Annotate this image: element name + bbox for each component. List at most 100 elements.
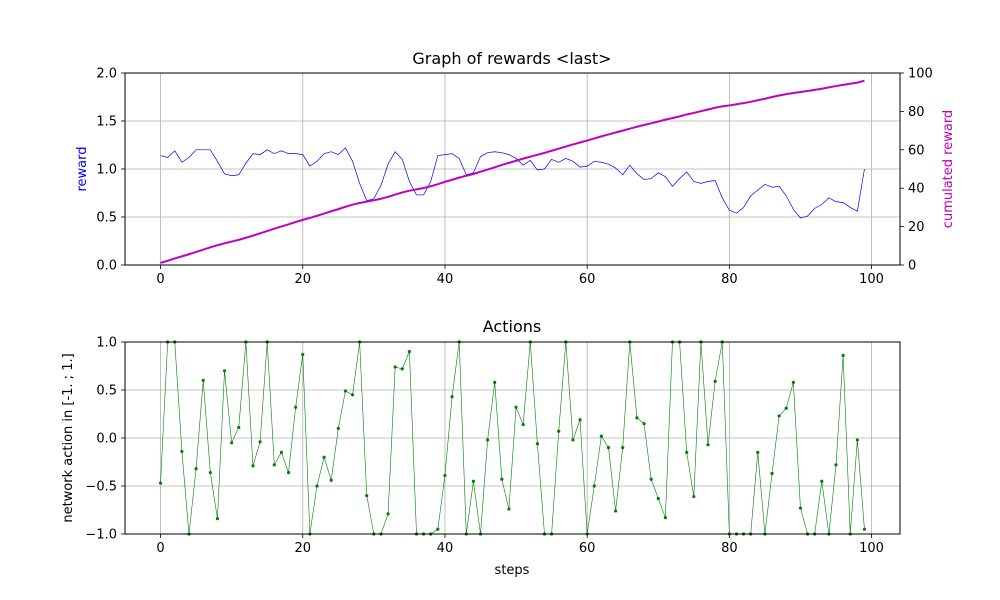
rewards-plot-frame — [124, 72, 901, 266]
action-point — [685, 450, 689, 454]
action-point — [599, 434, 603, 438]
action-point — [329, 478, 333, 482]
action-point — [486, 438, 490, 442]
x-tick-label: 60 — [579, 272, 596, 287]
action-point — [208, 470, 212, 475]
action-point — [592, 484, 596, 488]
action-point — [230, 441, 234, 445]
x-tick-label: 20 — [294, 541, 311, 556]
actions-series-points — [158, 340, 867, 536]
action-point — [350, 393, 355, 397]
action-point — [798, 506, 803, 510]
action-point — [493, 380, 497, 384]
actions-chart-title: Actions — [483, 317, 541, 336]
action-point — [450, 395, 454, 399]
action-point — [322, 455, 326, 459]
x-tick-label: 100 — [859, 272, 884, 287]
y-tick-label: 1.0 — [96, 336, 117, 351]
action-point — [258, 440, 262, 444]
action-point — [756, 450, 760, 454]
action-point — [237, 425, 241, 430]
action-point — [521, 422, 525, 427]
action-point — [613, 509, 618, 513]
actions-plot-frame — [124, 341, 901, 535]
actions-y-axis-label: network action in [-1. ; 1.] — [61, 353, 76, 522]
y-tick-label: 2.0 — [96, 67, 117, 82]
action-point — [642, 422, 646, 426]
y-tick-label: −1.0 — [85, 528, 117, 543]
y-tick-label: −0.5 — [85, 480, 117, 495]
action-point — [222, 369, 227, 373]
action-point — [251, 464, 255, 468]
action-point — [443, 473, 447, 478]
action-point — [215, 517, 220, 521]
action-point — [791, 380, 795, 384]
action-point — [557, 429, 561, 433]
action-point — [343, 389, 348, 393]
action-point — [692, 494, 696, 499]
action-point — [315, 484, 319, 488]
action-point — [606, 446, 611, 450]
action-point — [393, 365, 397, 369]
action-point — [834, 463, 838, 467]
x-tick-label: 80 — [721, 272, 738, 287]
y-tick-label: 0.5 — [96, 211, 117, 226]
action-point — [663, 516, 667, 520]
y2-tick-label: 0 — [908, 259, 916, 274]
action-point — [279, 450, 284, 454]
y-tick-label: 0.0 — [96, 259, 117, 274]
action-point — [507, 507, 511, 511]
action-point — [500, 477, 504, 481]
action-point — [365, 494, 369, 498]
action-point — [336, 426, 340, 430]
y2-tick-label: 60 — [908, 143, 925, 158]
action-point — [855, 438, 859, 442]
x-tick-label: 0 — [156, 541, 164, 556]
cumulated-reward-series-line — [160, 79, 865, 264]
rewards-y-axis-label: reward — [75, 146, 90, 191]
action-point — [407, 350, 412, 354]
action-point — [649, 477, 653, 481]
x-tick-label: 0 — [156, 272, 164, 287]
actions-y-ticks: −1.0 −0.5 0.0 0.5 1.0 — [85, 336, 125, 543]
y-tick-label: 0.0 — [96, 432, 117, 447]
action-point — [635, 416, 639, 420]
action-point — [471, 479, 475, 483]
y2-tick-label: 40 — [908, 182, 925, 197]
action-point — [841, 353, 845, 358]
x-tick-label: 60 — [579, 541, 596, 556]
y2-tick-label: 80 — [908, 105, 925, 120]
action-point — [713, 379, 717, 383]
rewards-x-ticks: 0 20 40 60 80 100 — [156, 265, 884, 287]
rewards-y2-ticks: 0 20 40 60 80 100 — [900, 67, 933, 274]
actions-x-ticks: 0 20 40 60 80 100 — [156, 534, 884, 556]
action-point — [286, 470, 291, 475]
action-point — [578, 418, 582, 422]
action-point — [784, 406, 788, 410]
action-point — [436, 527, 440, 531]
y-tick-label: 1.0 — [96, 163, 117, 178]
action-point — [706, 443, 710, 447]
actions-series-wrap — [158, 340, 867, 536]
action-point — [158, 481, 163, 485]
x-tick-label: 40 — [437, 541, 454, 556]
action-point — [301, 352, 305, 357]
y-tick-label: 0.5 — [96, 384, 117, 399]
y2-tick-label: 20 — [908, 220, 925, 235]
x-tick-label: 100 — [859, 541, 884, 556]
action-point — [180, 449, 184, 454]
action-point — [514, 405, 518, 409]
action-point — [194, 467, 198, 471]
y2-tick-label: 100 — [908, 67, 933, 82]
rewards-y2-axis-label: cumulated reward — [941, 110, 956, 228]
action-point — [656, 496, 660, 501]
action-point — [201, 378, 205, 382]
rewards-chart-title: Graph of rewards <last> — [412, 49, 611, 68]
action-point — [621, 446, 625, 450]
x-tick-label: 80 — [721, 541, 738, 556]
action-point — [820, 479, 824, 483]
y-tick-label: 1.5 — [96, 115, 117, 130]
actions-x-axis-label: steps — [495, 563, 530, 578]
action-point — [770, 471, 774, 476]
